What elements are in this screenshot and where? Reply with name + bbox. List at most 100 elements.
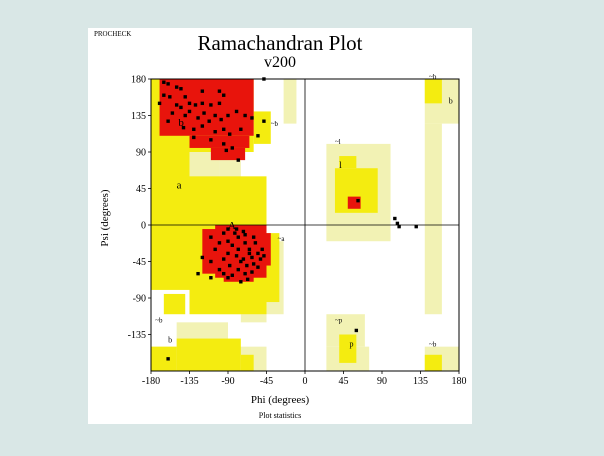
residue-point: [209, 235, 213, 239]
residue-point: [256, 134, 260, 138]
residue-point: [213, 247, 217, 252]
residue-point: [226, 276, 230, 280]
core-region: [240, 233, 271, 266]
residue-point: [230, 146, 234, 150]
residue-point: [226, 227, 230, 231]
allowed-region: [151, 152, 190, 290]
residue-point: [217, 267, 222, 272]
residue-point: [207, 119, 211, 123]
residue-point: [228, 132, 232, 136]
x-tick-label: -90: [221, 376, 234, 387]
residue-point: [224, 148, 228, 153]
region-label: b: [178, 117, 184, 129]
residue-point: [239, 259, 243, 264]
y-tick-label: -45: [133, 257, 146, 268]
residue-point: [250, 270, 254, 274]
residue-point: [262, 254, 266, 258]
allowed-region: [339, 334, 357, 363]
residue-point: [222, 127, 226, 131]
region-label-layer: b Aa ~b ~a ~l l ~b b ~b b ~p p ~b: [155, 73, 452, 349]
residue-point: [168, 95, 172, 99]
x-tick-label: -180: [142, 376, 160, 387]
residue-point: [187, 101, 192, 106]
residue-point: [262, 119, 266, 123]
residue-point: [243, 233, 247, 237]
residue-point: [250, 116, 254, 120]
region-label: ~b: [155, 316, 163, 324]
residue-point: [162, 80, 166, 84]
residue-point: [213, 113, 217, 118]
residue-point: [243, 241, 247, 245]
residue-point: [183, 113, 187, 118]
residue-point: [250, 255, 254, 260]
residue-point: [181, 125, 186, 130]
residue-point: [262, 77, 266, 81]
residue-point: [236, 267, 240, 272]
points-layer: [157, 77, 418, 361]
residue-point: [219, 117, 223, 122]
residue-point: [209, 103, 213, 107]
residue-point: [200, 89, 205, 93]
residue-point: [251, 235, 256, 239]
y-tick-label: -135: [128, 330, 146, 341]
residue-point: [256, 251, 260, 256]
residue-point: [200, 124, 205, 128]
residue-point: [247, 247, 252, 252]
residue-point: [222, 257, 226, 261]
y-tick-label: 0: [141, 221, 146, 232]
y-axis-label: Psi (degrees): [99, 189, 111, 247]
generous-region: [283, 79, 297, 124]
region-label: A: [228, 220, 236, 232]
residue-point: [222, 231, 226, 235]
residue-point: [356, 198, 360, 203]
residue-point: [234, 109, 239, 114]
residue-point: [226, 239, 230, 243]
residue-point: [179, 87, 183, 91]
core-region: [189, 135, 250, 148]
residue-point: [162, 93, 166, 97]
allowed-region: [253, 111, 271, 144]
region-label: l: [339, 160, 342, 170]
residue-point: [226, 251, 230, 256]
residue-point: [196, 116, 200, 120]
residue-point: [222, 142, 226, 146]
residue-point: [414, 224, 418, 229]
residue-point: [393, 216, 397, 221]
residue-point: [174, 85, 179, 89]
region-label: ~b: [271, 120, 279, 128]
allowed-region: [240, 354, 254, 371]
residue-point: [258, 257, 263, 261]
allowed-region: [424, 79, 442, 104]
core-region: [223, 273, 254, 282]
residue-point: [200, 101, 205, 106]
allowed-region: [151, 346, 177, 371]
allowed-region: [424, 354, 442, 371]
residue-point: [179, 105, 183, 110]
residue-point: [183, 95, 187, 99]
residue-point: [239, 127, 243, 131]
residue-point: [209, 259, 213, 264]
residue-point: [243, 271, 247, 276]
region-label: ~l: [335, 138, 341, 146]
y-tick-label: -90: [133, 294, 146, 305]
residue-point: [222, 93, 226, 97]
residue-point: [222, 271, 226, 276]
residue-point: [243, 113, 247, 118]
residue-point: [192, 135, 196, 140]
x-tick-label: 180: [452, 376, 467, 387]
residue-point: [174, 103, 179, 107]
residue-point: [230, 273, 234, 277]
residue-point: [397, 224, 401, 229]
residue-point: [217, 101, 222, 106]
residue-point: [236, 158, 240, 162]
residue-point: [213, 130, 217, 134]
y-tick-label: 135: [131, 111, 146, 122]
plot-statistics-label: Plot statistics: [258, 411, 302, 420]
residue-point: [217, 89, 222, 93]
residue-point: [192, 127, 196, 131]
y-tick-label: 180: [131, 75, 146, 86]
x-tick-label: -45: [260, 376, 273, 387]
residue-point: [209, 138, 213, 142]
allowed-region: [339, 156, 357, 169]
